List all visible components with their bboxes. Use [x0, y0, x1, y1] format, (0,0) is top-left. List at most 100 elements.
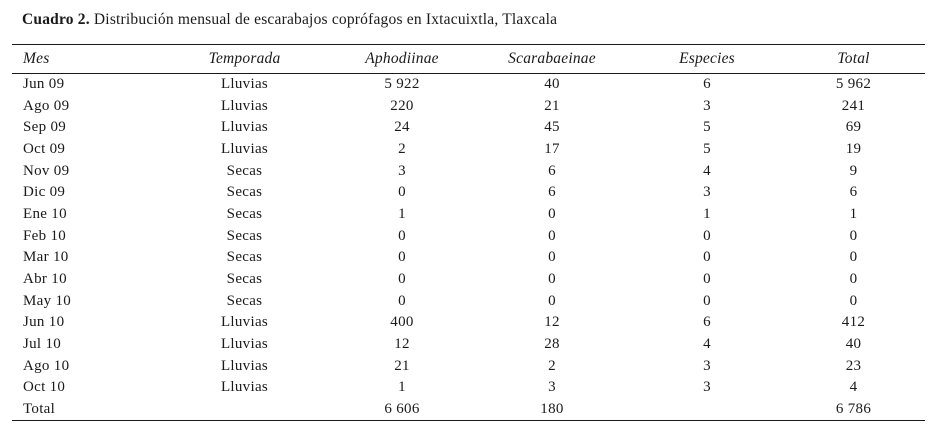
table-cell: 0: [703, 292, 711, 309]
table-cell: Feb 10: [23, 227, 67, 244]
table-cell: 0: [548, 205, 556, 222]
table-cell: 5 962: [835, 76, 872, 93]
table-cell: Ene 10: [23, 205, 67, 222]
table-cell: 9: [849, 162, 858, 179]
table-cell: 21: [544, 97, 560, 114]
table-body: Jun 09 Lluvias 5 922 40 6 5 962 Ago 09 Lluvias 2…: [12, 74, 925, 421]
table-cell: Lluvias: [220, 119, 269, 136]
table-cell: 3: [548, 379, 556, 396]
table-cell: Jun 10: [23, 314, 65, 331]
table-cell: Ago 09: [23, 97, 70, 114]
table-cell: 6: [548, 162, 556, 179]
table-cell: 220: [390, 97, 414, 114]
table-caption: Cuadro 2. Distribución mensual de escara…: [22, 11, 557, 29]
table-cell: 12: [544, 314, 560, 331]
table-cell: 6 606: [384, 400, 420, 417]
table-row: Nov 09 Secas 3 6 4 9: [12, 160, 925, 182]
table-row: Sep 09 Lluvias 24 45 5 69: [12, 117, 925, 139]
table-cell: Secas: [226, 292, 263, 309]
table-cell: Lluvias: [220, 97, 269, 114]
table-cell: 4: [703, 336, 711, 353]
table-cell: 1: [398, 205, 406, 222]
table-cell: [632, 399, 782, 421]
table-cell: 4: [703, 162, 711, 179]
table-row: Feb 10 Secas 0 0 0 0: [12, 225, 925, 247]
table-cell: 3: [398, 162, 406, 179]
column-header-scarabaeinae: Scarabaeinae: [472, 44, 632, 74]
table-cell: Secas: [226, 271, 263, 288]
table-cell: 1: [849, 205, 858, 222]
table-cell: 3: [703, 379, 711, 396]
table-cell: 5: [703, 119, 711, 136]
table-cell: 0: [548, 249, 556, 266]
table-cell: 0: [548, 271, 556, 288]
table-cell: 0: [398, 227, 406, 244]
table-cell: Secas: [226, 184, 263, 201]
table-cell: 40: [845, 336, 862, 353]
table-caption-number: Cuadro 2.: [22, 11, 90, 28]
table-cell: 12: [394, 336, 410, 353]
table-cell: Secas: [226, 205, 263, 222]
table-cell: Lluvias: [220, 140, 269, 157]
table-cell: Abr 10: [23, 271, 67, 288]
table-row-total: Total 6 606 180 6 786: [12, 399, 925, 421]
table-cell: 2: [398, 140, 406, 157]
table-row: Ene 10 Secas 1 0 1 1: [12, 204, 925, 226]
table-cell: 0: [398, 184, 406, 201]
table-row: Jun 10 Lluvias 400 12 6 412: [12, 312, 925, 334]
column-header-mes: Mes: [12, 44, 157, 74]
table-cell: Jul 10: [23, 336, 62, 353]
table-cell: Lluvias: [220, 336, 269, 353]
table-cell: 24: [394, 119, 410, 136]
column-header-aphodiinae: Aphodiinae: [332, 44, 472, 74]
table-cell: 1: [703, 205, 711, 222]
table-cell: 400: [390, 314, 414, 331]
table-cell: 0: [548, 227, 556, 244]
column-header-temporada: Temporada: [157, 44, 332, 74]
table-cell: 412: [841, 314, 866, 331]
table-cell: 0: [849, 292, 858, 309]
table-row: Mar 10 Secas 0 0 0 0: [12, 247, 925, 269]
table-cell: 5: [703, 140, 711, 157]
column-header-especies: Especies: [632, 44, 782, 74]
table-cell: Dic 09: [23, 184, 66, 201]
table-cell: Secas: [226, 249, 263, 266]
table-head-row: Mes Temporada Aphodiinae Scarabaeinae Especi…: [12, 44, 925, 74]
table-cell: Secas: [226, 162, 263, 179]
table-cell: 0: [703, 227, 711, 244]
table-cell: 0: [548, 292, 556, 309]
column-header-total: Total: [782, 44, 925, 74]
table-cell: 6: [849, 184, 858, 201]
table-row: Abr 10 Secas 0 0 0 0: [12, 269, 925, 291]
table-row: May 10 Secas 0 0 0 0: [12, 290, 925, 312]
table-cell: Oct 10: [23, 379, 66, 396]
monthly-distribution-table: Mes Temporada Aphodiinae Scarabaeinae Especi…: [12, 44, 925, 421]
table-cell: 0: [849, 227, 858, 244]
table-cell: 19: [845, 140, 862, 157]
table-cell: Mar 10: [23, 249, 69, 266]
table-cell: 21: [394, 357, 410, 374]
table-cell: Lluvias: [220, 314, 269, 331]
table-cell: Total: [23, 400, 56, 417]
table-cell: 4: [849, 379, 858, 396]
table-row: Oct 09 Lluvias 2 17 5 19: [12, 139, 925, 161]
table-cell: Nov 09: [23, 162, 70, 179]
table-cell: Lluvias: [220, 379, 269, 396]
table-row: Dic 09 Secas 0 6 3 6: [12, 182, 925, 204]
table-cell: 6: [548, 184, 556, 201]
table-cell: 0: [398, 292, 406, 309]
table-cell: 1: [398, 379, 406, 396]
table-cell: 0: [703, 271, 711, 288]
table-cell: Ago 10: [23, 357, 70, 374]
table-row: Oct 10 Lluvias 1 3 3 4: [12, 377, 925, 399]
table-cell: 3: [703, 184, 711, 201]
table-cell: Lluvias: [220, 76, 269, 93]
table-cell: 2: [548, 357, 556, 374]
table-cell: 3: [703, 97, 711, 114]
table-cell: 0: [849, 249, 858, 266]
table-cell: 180: [540, 400, 564, 417]
table-cell: 5 922: [384, 76, 420, 93]
table-cell: May 10: [23, 292, 72, 309]
table-cell: 6: [703, 76, 711, 93]
